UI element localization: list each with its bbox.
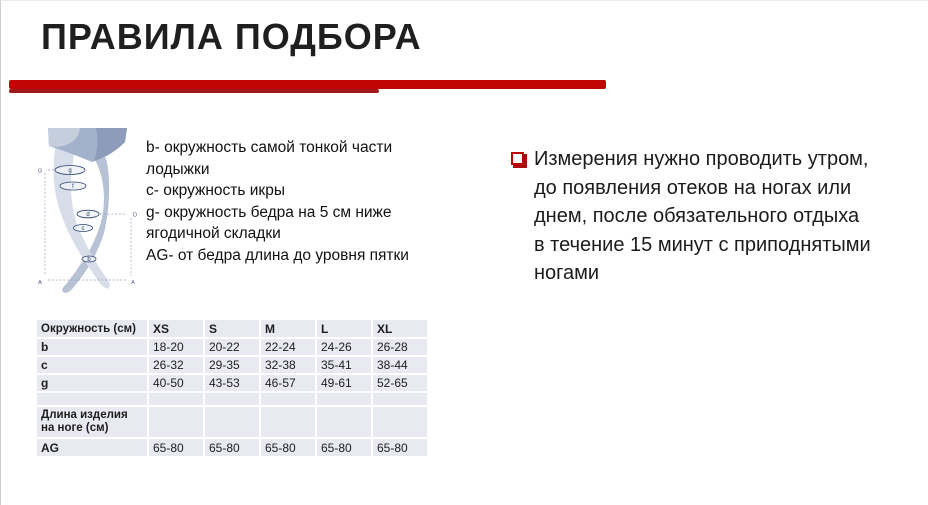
empty-cell bbox=[373, 407, 427, 437]
band-label-d: d bbox=[86, 212, 89, 218]
cell-c-xs: 26-32 bbox=[149, 357, 203, 373]
band-label-b: b bbox=[87, 257, 91, 263]
header-m: M bbox=[261, 320, 315, 337]
cell-c-s: 29-35 bbox=[205, 357, 259, 373]
row-label-b: b bbox=[37, 339, 147, 355]
cell-g-xs: 40-50 bbox=[149, 375, 203, 391]
legend-item-g: g- окружность бедра на 5 см ниже ягодичн… bbox=[146, 203, 392, 243]
band-label-c: c bbox=[82, 226, 85, 232]
empty-cell bbox=[373, 393, 427, 405]
empty-cell bbox=[317, 393, 371, 405]
header-l: L bbox=[317, 320, 371, 337]
cell-g-m: 46-57 bbox=[261, 375, 315, 391]
header-circumference: Окружность (см) bbox=[37, 320, 147, 337]
row-label-c: c bbox=[37, 357, 147, 373]
cell-ag-m: 65-80 bbox=[261, 439, 315, 456]
cell-b-m: 22-24 bbox=[261, 339, 315, 355]
measurement-legend: b- окружность самой тонкой части лодыжки… bbox=[146, 137, 446, 266]
row-label-g: g bbox=[37, 375, 147, 391]
table-header-row: Окружность (см) XS S M L XL bbox=[37, 320, 427, 337]
header-xl: XL bbox=[373, 320, 427, 337]
band-f bbox=[59, 181, 87, 191]
cell-ag-xs: 65-80 bbox=[149, 439, 203, 456]
empty-cell bbox=[205, 407, 259, 437]
table-row-c: c 26-32 29-35 32-38 35-41 38-44 bbox=[37, 357, 427, 373]
checkbox-bullet-icon bbox=[511, 152, 524, 165]
band-g bbox=[54, 165, 86, 175]
header-xs: XS bbox=[149, 320, 203, 337]
title-underline-secondary bbox=[9, 89, 379, 93]
row-label-ag: AG bbox=[37, 439, 147, 456]
corner-label-G: G bbox=[38, 169, 42, 175]
cell-ag-l: 65-80 bbox=[317, 439, 371, 456]
cell-b-xl: 26-28 bbox=[373, 339, 427, 355]
legs-measurement-diagram: g f d c b G D A A bbox=[38, 128, 137, 293]
empty-cell bbox=[261, 393, 315, 405]
empty-cell bbox=[205, 393, 259, 405]
corner-label-A-right: A bbox=[131, 280, 135, 286]
title-underline-primary bbox=[9, 80, 606, 89]
cell-g-l: 49-61 bbox=[317, 375, 371, 391]
band-d bbox=[76, 209, 100, 219]
empty-cell bbox=[149, 393, 203, 405]
empty-cell bbox=[149, 407, 203, 437]
front-leg-shape bbox=[53, 142, 110, 289]
note-text: Измерения нужно проводить утром, до появ… bbox=[534, 148, 871, 284]
band-b bbox=[81, 255, 97, 263]
band-label-f: f bbox=[72, 184, 74, 190]
hips-highlight-left bbox=[48, 128, 80, 147]
table-row-ag: AG 65-80 65-80 65-80 65-80 65-80 bbox=[37, 439, 427, 456]
corner-label-A-left: A bbox=[38, 280, 42, 286]
cell-ag-xl: 65-80 bbox=[373, 439, 427, 456]
empty-cell bbox=[37, 393, 147, 405]
cell-g-s: 43-53 bbox=[205, 375, 259, 391]
section-label-length: Длина изделия на ноге (см) bbox=[37, 407, 147, 437]
legend-item-c: c- окружность икры bbox=[146, 182, 285, 199]
empty-cell bbox=[261, 407, 315, 437]
cell-ag-s: 65-80 bbox=[205, 439, 259, 456]
legend-item-ag: AG- от бедра длина до уровня пятки bbox=[146, 246, 409, 264]
band-c bbox=[73, 224, 93, 232]
cell-b-s: 20-22 bbox=[205, 339, 259, 355]
cell-c-l: 35-41 bbox=[317, 357, 371, 373]
cell-b-xs: 18-20 bbox=[149, 339, 203, 355]
hips-shade-right bbox=[94, 128, 127, 161]
table-section-row: Длина изделия на ноге (см) bbox=[37, 407, 427, 437]
cell-g-xl: 52-65 bbox=[373, 375, 427, 391]
table-spacer-row bbox=[37, 393, 427, 405]
empty-cell bbox=[317, 407, 371, 437]
measurement-note: Измерения нужно проводить утром, до появ… bbox=[511, 145, 871, 288]
size-table: Окружность (см) XS S M L XL b 18-20 20-2… bbox=[35, 318, 429, 458]
table-row-g: g 40-50 43-53 46-57 49-61 52-65 bbox=[37, 375, 427, 391]
page-title: ПРАВИЛА ПОДБОРА bbox=[41, 16, 422, 57]
cell-c-xl: 38-44 bbox=[373, 357, 427, 373]
corner-label-D: D bbox=[133, 213, 137, 219]
cell-c-m: 32-38 bbox=[261, 357, 315, 373]
back-leg-shape bbox=[62, 149, 110, 293]
table-row-b: b 18-20 20-22 22-24 24-26 26-28 bbox=[37, 339, 427, 355]
header-s: S bbox=[205, 320, 259, 337]
legend-item-b: b- окружность самой тонкой части лодыжки bbox=[146, 139, 393, 178]
band-label-g: g bbox=[68, 168, 71, 174]
cell-b-l: 24-26 bbox=[317, 339, 371, 355]
